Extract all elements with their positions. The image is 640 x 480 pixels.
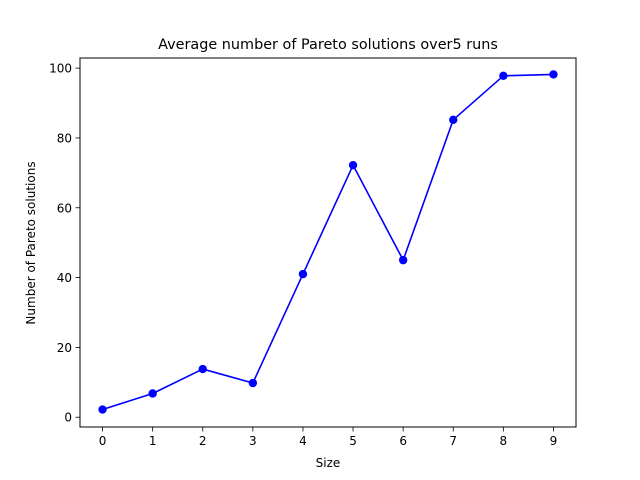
y-tick-label: 100	[49, 62, 72, 76]
y-tick-label: 40	[57, 271, 72, 285]
x-tick-label: 0	[99, 434, 107, 448]
data-point	[398, 255, 408, 265]
data-point	[298, 269, 308, 279]
data-series	[98, 70, 558, 414]
x-tick-label: 8	[500, 434, 508, 448]
y-tick-label: 0	[64, 411, 72, 425]
plot-area-frame	[79, 57, 577, 428]
x-tick-label: 9	[550, 434, 558, 448]
axis-ticks: 0 1 2 3 4 5 6 7 8 9 0 20 40 60 80 100	[49, 62, 557, 448]
x-tick-label: 2	[199, 434, 207, 448]
data-point	[98, 405, 107, 414]
y-tick-label: 20	[57, 341, 72, 355]
x-tick-label: 5	[349, 434, 357, 448]
x-tick-label: 1	[149, 434, 157, 448]
x-tick-label: 6	[399, 434, 407, 448]
x-axis-label: Size	[316, 456, 341, 470]
data-point	[198, 364, 207, 374]
chart-title: Average number of Pareto solutions over5…	[158, 37, 498, 53]
data-point	[549, 70, 558, 79]
y-tick-label: 60	[57, 201, 72, 215]
y-axis-label: Number of Pareto solutions	[24, 161, 38, 324]
x-tick-label: 7	[449, 434, 457, 448]
data-point	[148, 389, 157, 398]
series-line	[102, 73, 554, 411]
data-point	[499, 71, 508, 81]
data-point	[248, 378, 258, 388]
x-tick-label: 4	[299, 434, 307, 448]
x-tick-label: 3	[249, 434, 257, 448]
y-tick-label: 80	[57, 131, 72, 145]
data-point	[449, 115, 458, 124]
data-point	[348, 160, 358, 170]
